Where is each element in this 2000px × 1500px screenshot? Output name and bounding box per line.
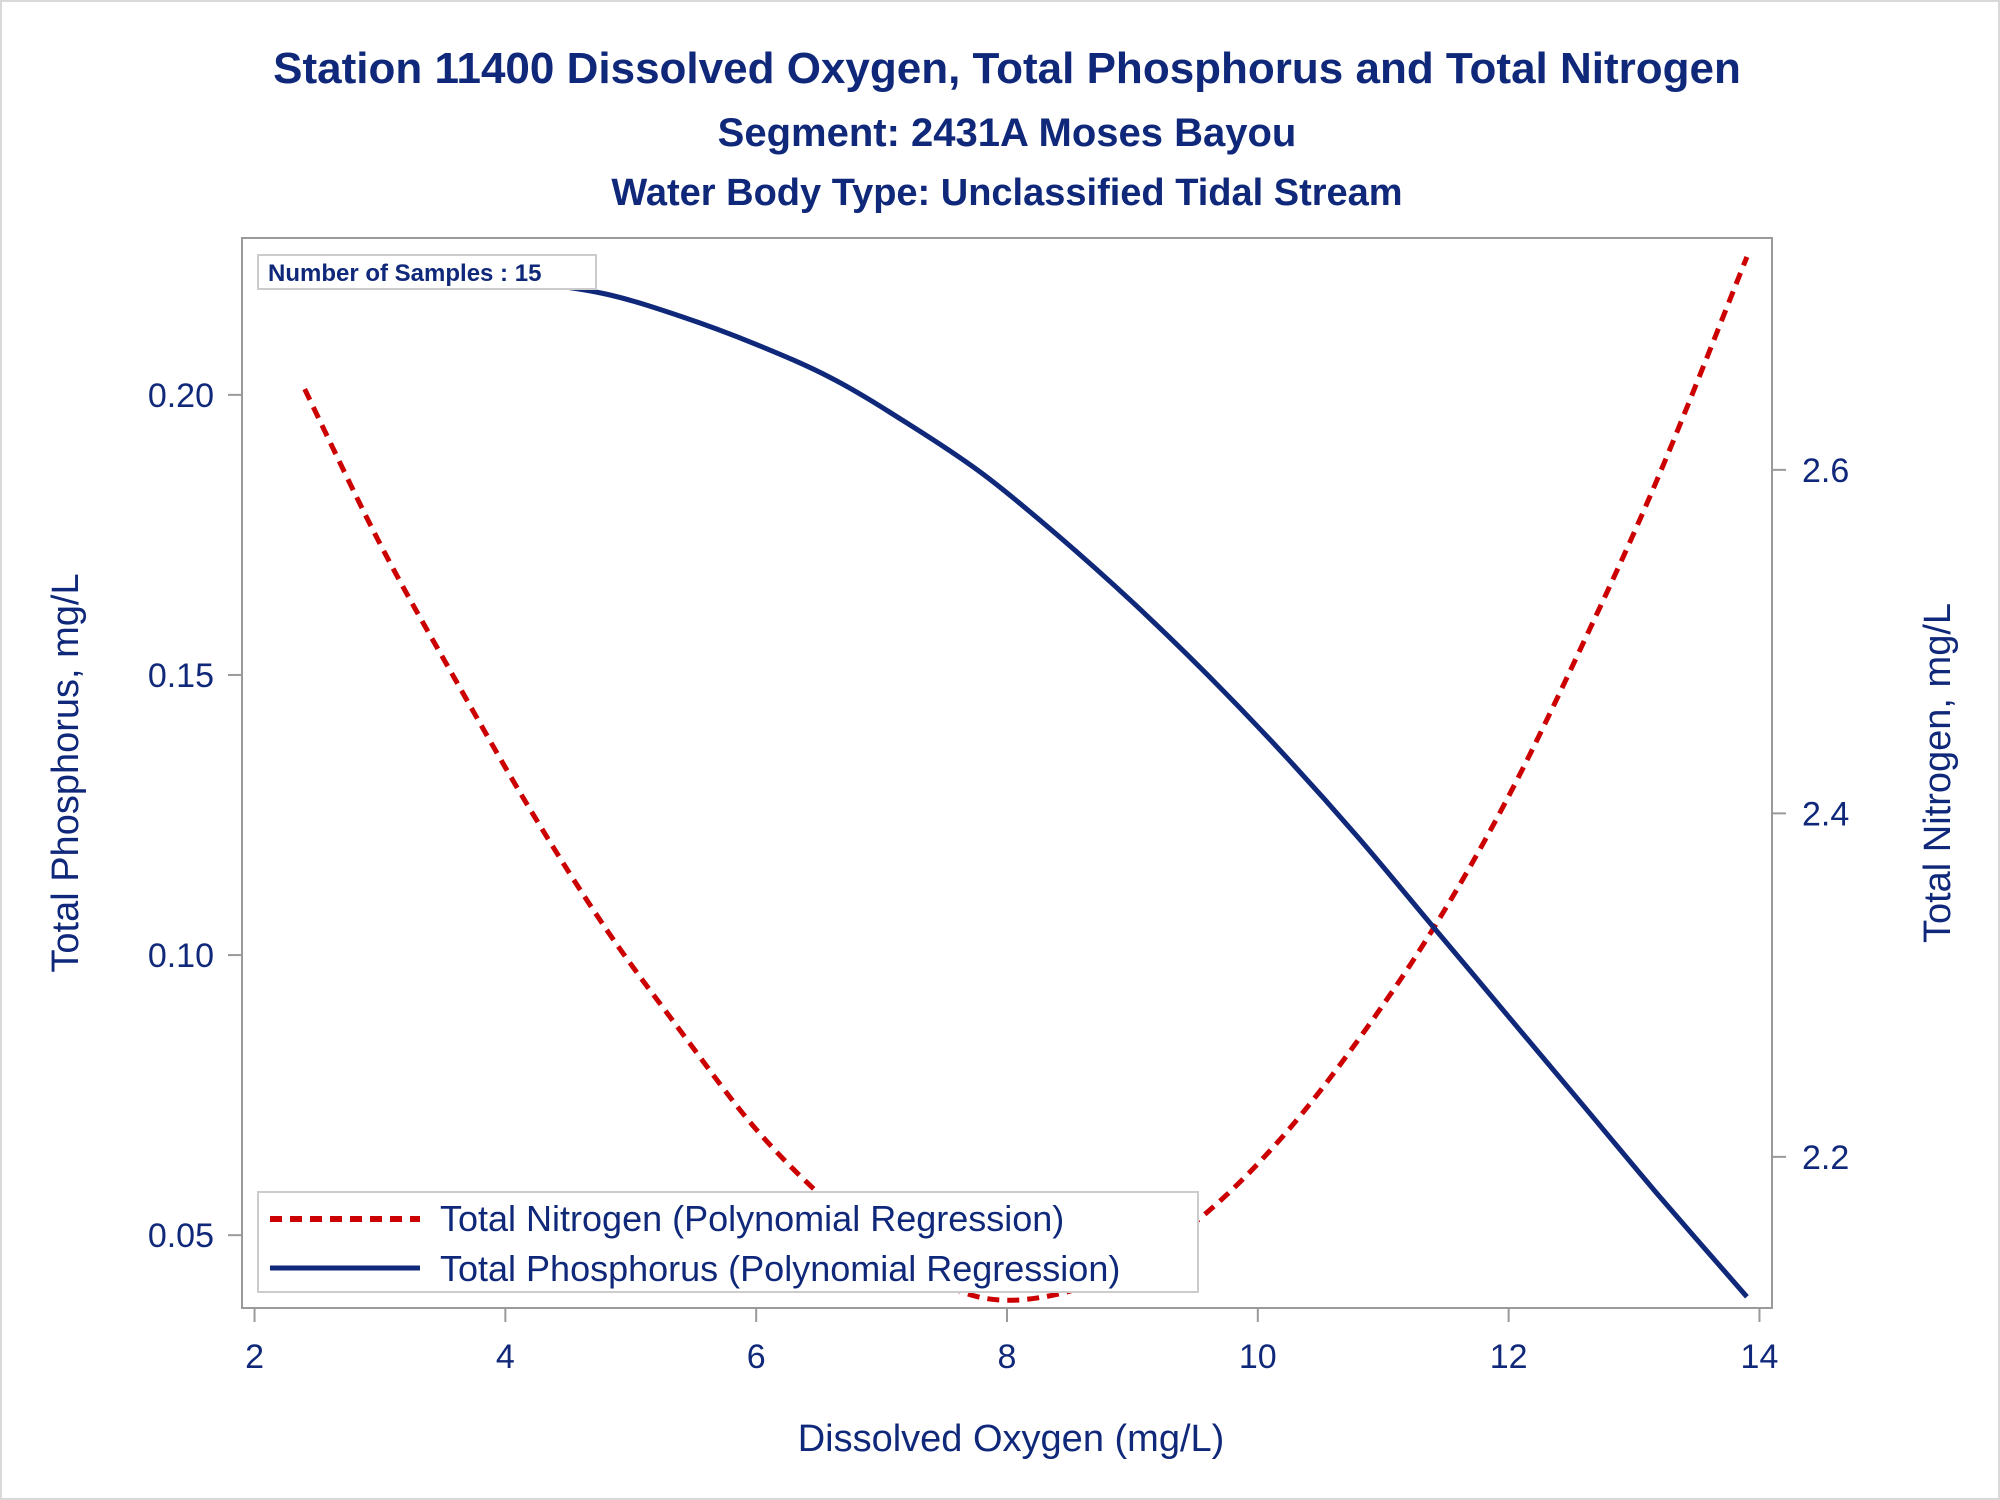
sample-count-frame bbox=[257, 254, 597, 290]
chart-subtitle-2: Water Body Type: Unclassified Tidal Stre… bbox=[611, 172, 1402, 214]
y-left-tick-label: 0.20 bbox=[148, 377, 214, 415]
legend-frame bbox=[257, 1191, 1199, 1293]
y-left-tick-label: 0.15 bbox=[148, 657, 214, 695]
y-left-tick-label: 0.10 bbox=[148, 937, 214, 975]
sample-count-label: Number of Samples : 15 bbox=[268, 260, 541, 287]
y-axis-left-label: Total Phosphorus, mg/L bbox=[45, 573, 87, 972]
y-right-tick-label: 2.2 bbox=[1802, 1139, 1849, 1177]
legend-label-phosphorus: Total Phosphorus (Polynomial Regression) bbox=[440, 1248, 1120, 1289]
x-axis: 2 4 6 8 10 12 14 bbox=[245, 1308, 1778, 1376]
x-tick-label: 6 bbox=[747, 1338, 766, 1376]
chart-title: Station 11400 Dissolved Oxygen, Total Ph… bbox=[273, 44, 1741, 93]
y-axis-right: 2.2 2.4 2.6 bbox=[1772, 452, 1849, 1177]
x-axis-label: Dissolved Oxygen (mg/L) bbox=[798, 1418, 1225, 1460]
sample-count-box: Number of Samples : 15 bbox=[257, 254, 597, 290]
plot-area bbox=[241, 237, 1773, 1309]
legend: Total Nitrogen (Polynomial Regression) T… bbox=[257, 1191, 1199, 1293]
y-right-tick-label: 2.4 bbox=[1802, 795, 1849, 833]
x-tick-label: 2 bbox=[245, 1338, 264, 1376]
legend-label-nitrogen: Total Nitrogen (Polynomial Regression) bbox=[440, 1198, 1064, 1239]
y-axis-left: 0.05 0.10 0.15 0.20 bbox=[148, 377, 242, 1255]
y-left-tick-label: 0.05 bbox=[148, 1217, 214, 1255]
x-tick-label: 8 bbox=[998, 1338, 1017, 1376]
x-tick-label: 10 bbox=[1239, 1338, 1277, 1376]
y-right-tick-label: 2.6 bbox=[1802, 452, 1849, 490]
x-tick-label: 4 bbox=[496, 1338, 515, 1376]
x-tick-label: 14 bbox=[1741, 1338, 1779, 1376]
chart-subtitle: Segment: 2431A Moses Bayou bbox=[718, 111, 1297, 155]
series-line-total-nitrogen bbox=[302, 255, 1750, 1303]
y-axis-right-label: Total Nitrogen, mg/L bbox=[1917, 603, 1959, 943]
x-tick-label: 12 bbox=[1490, 1338, 1528, 1376]
